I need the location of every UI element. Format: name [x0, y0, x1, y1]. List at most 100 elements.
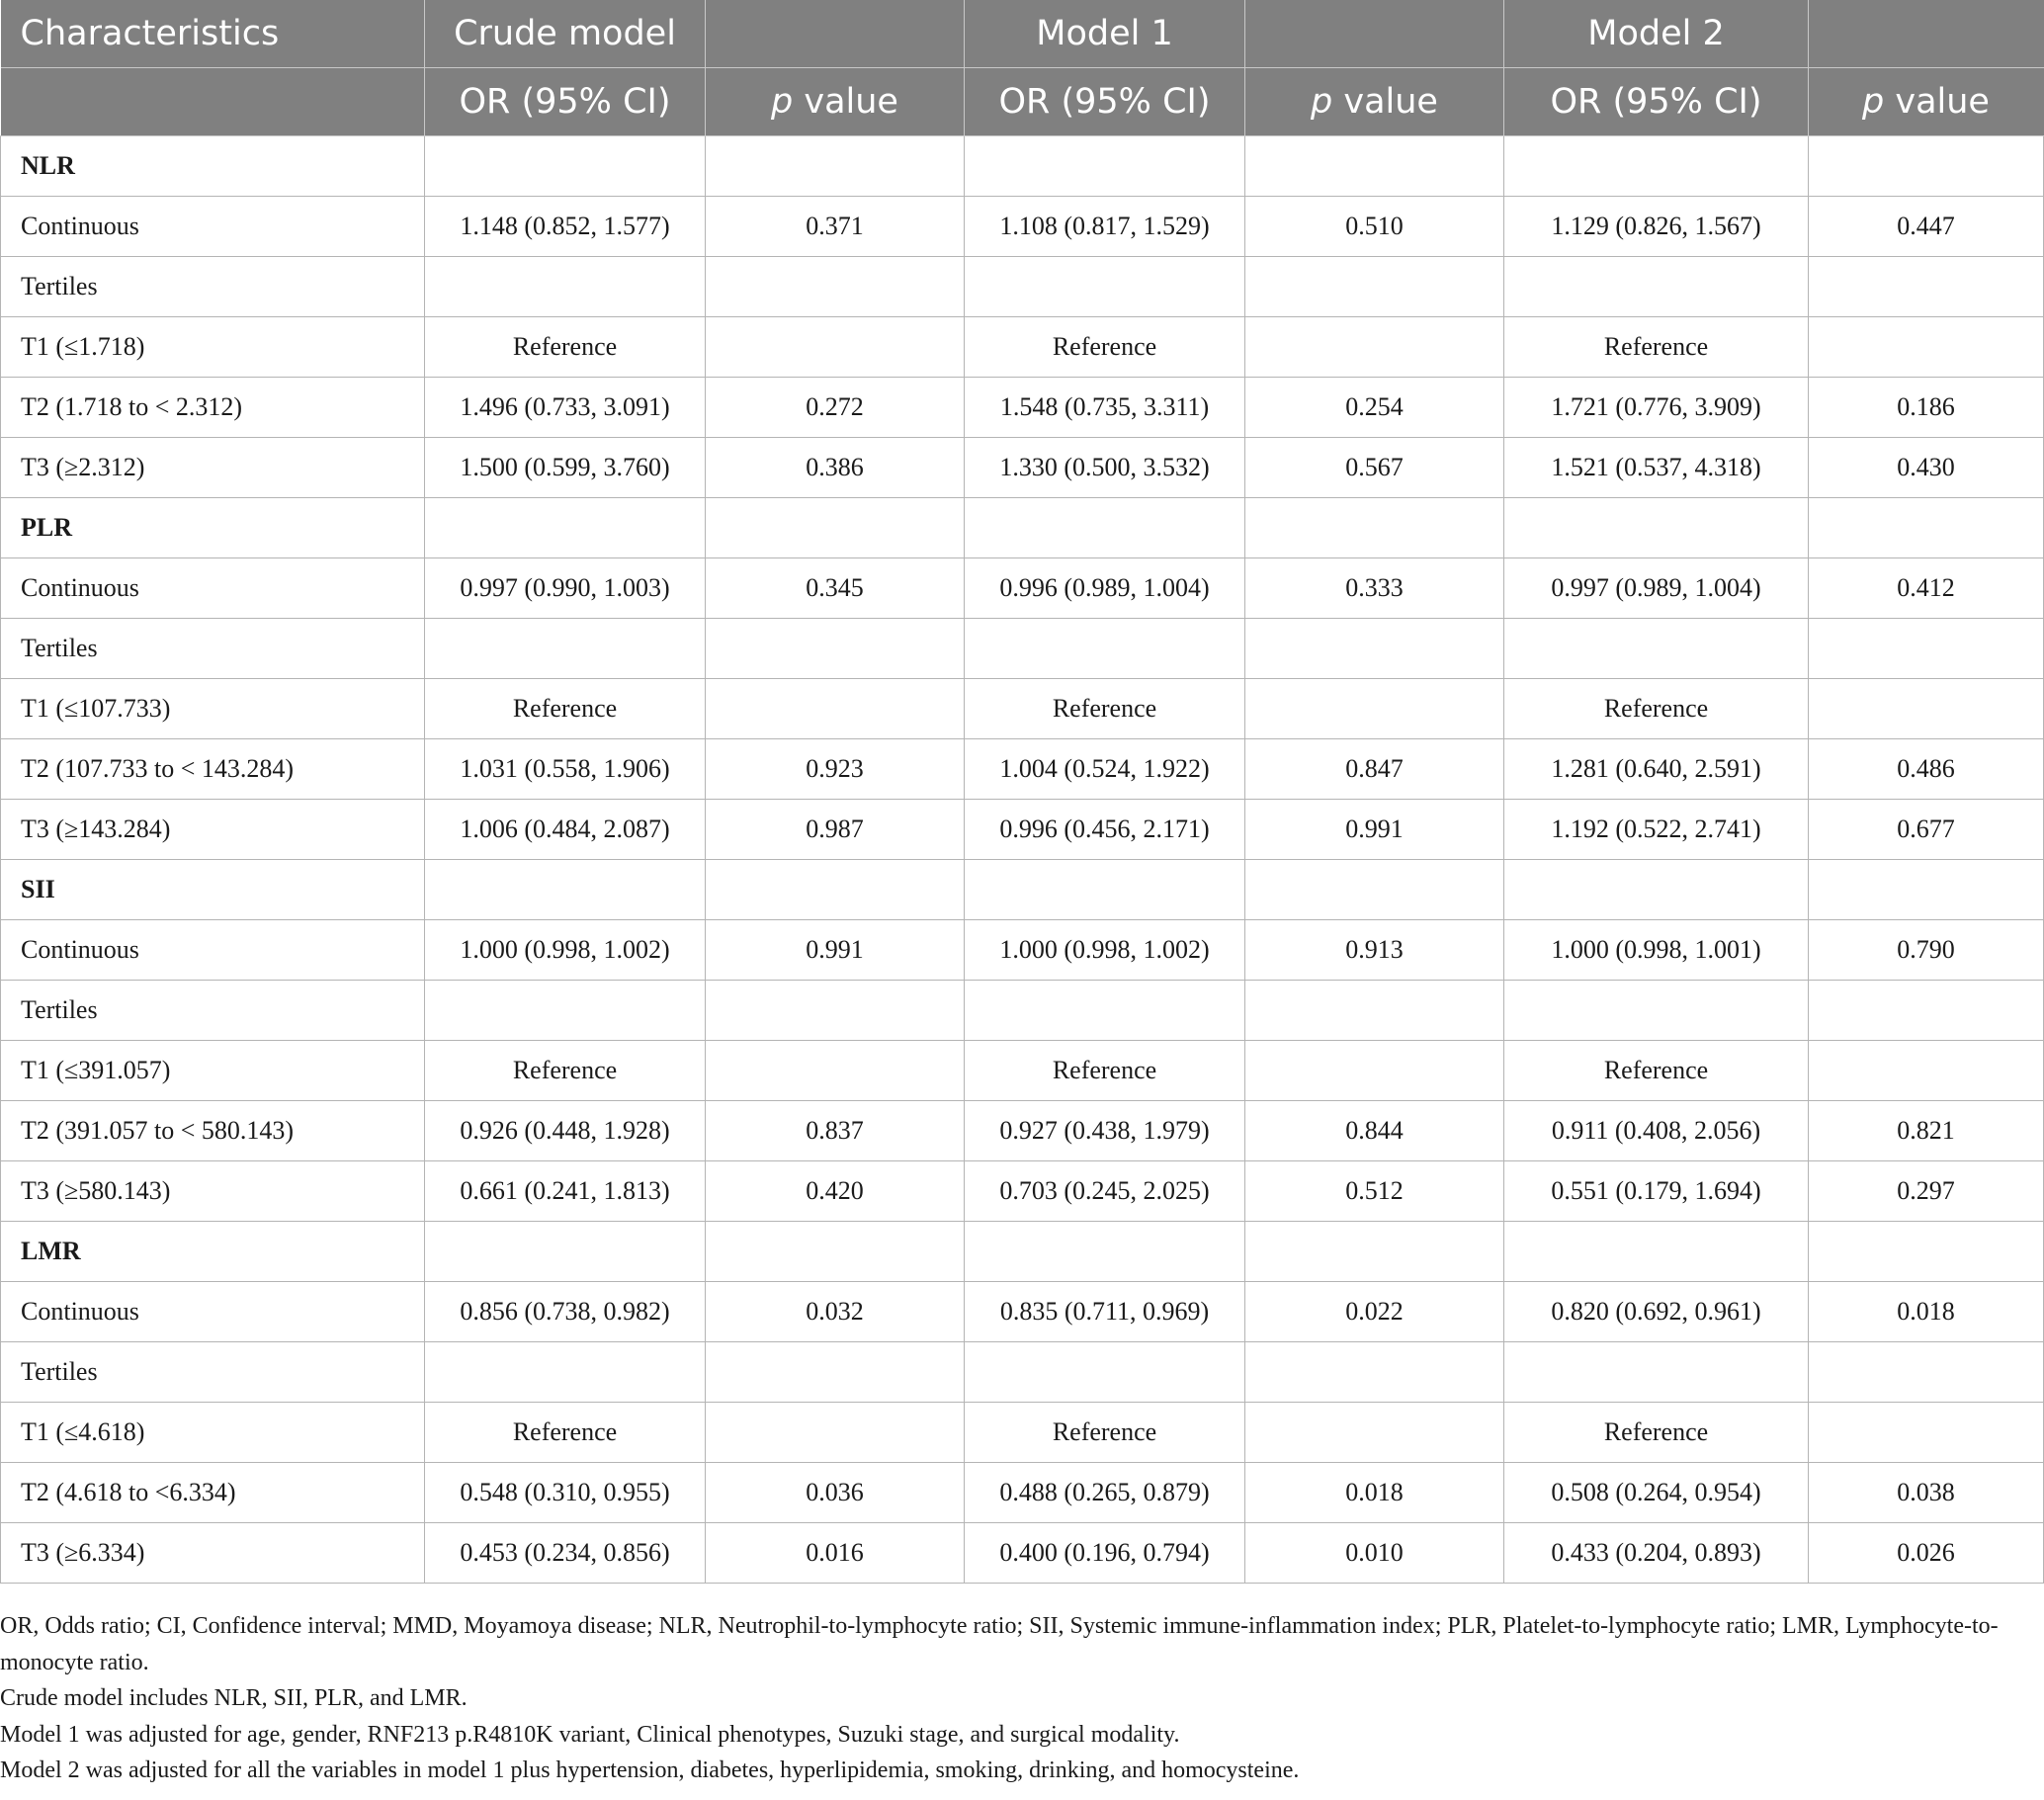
table-row: Continuous 0.997 (0.990, 1.003) 0.345 0.996…	[0, 557, 2044, 619]
cell-crude-or-ci: 1.031 (0.558, 1.906)	[424, 738, 706, 800]
table-row: T1 (≤107.733) Reference Reference Reference	[0, 678, 2044, 739]
row-label: T1 (≤1.718)	[0, 316, 425, 378]
cell-crude-or-ci	[424, 135, 706, 197]
cell-model2-p-value: 0.486	[1808, 738, 2044, 800]
group-header-row: SII	[0, 859, 2044, 920]
cell-model2-or-ci: 1.521 (0.537, 4.318)	[1503, 437, 1809, 498]
p-italic: p	[771, 82, 794, 122]
row-label: T1 (≤4.618)	[0, 1402, 425, 1463]
cell-crude-p-value: 0.386	[705, 437, 965, 498]
cell-crude-p-value: 0.991	[705, 919, 965, 981]
cell-model2-p-value	[1808, 859, 2044, 920]
cell-crude-or-ci: 1.000 (0.998, 1.002)	[424, 919, 706, 981]
cell-model2-p-value: 0.790	[1808, 919, 2044, 981]
cell-model2-p-value	[1808, 135, 2044, 197]
cell-crude-or-ci: 1.500 (0.599, 3.760)	[424, 437, 706, 498]
cell-crude-p-value	[705, 1040, 965, 1101]
group-label: PLR	[0, 497, 425, 558]
row-label: Tertiles	[0, 256, 425, 317]
cell-model1-p-value	[1244, 618, 1504, 679]
cell-model1-or-ci: 1.004 (0.524, 1.922)	[964, 738, 1245, 800]
cell-model1-p-value: 0.254	[1244, 377, 1504, 438]
odds-ratio-table: Characteristics Crude model Model 1 Mode…	[0, 0, 2044, 1584]
group-header-row: PLR	[0, 497, 2044, 558]
cell-model1-p-value: 0.844	[1244, 1100, 1504, 1161]
cell-model1-p-value: 0.512	[1244, 1160, 1504, 1222]
cell-crude-or-ci: 0.661 (0.241, 1.813)	[424, 1160, 706, 1222]
table-row: T1 (≤1.718) Reference Reference Reference	[0, 316, 2044, 378]
cell-crude-p-value	[705, 497, 965, 558]
cell-model1-or-ci: Reference	[964, 1040, 1245, 1101]
cell-model1-or-ci	[964, 859, 1245, 920]
p-italic: p	[1862, 82, 1885, 122]
cell-model2-p-value: 0.297	[1808, 1160, 2044, 1222]
group-label: SII	[0, 859, 425, 920]
cell-model1-or-ci: 1.548 (0.735, 3.311)	[964, 377, 1245, 438]
row-label: Tertiles	[0, 980, 425, 1041]
header-row-stats: OR (95% CI) p value OR (95% CI) p value …	[0, 67, 2044, 136]
cell-crude-p-value	[705, 859, 965, 920]
p-value-suffix: value	[1884, 82, 1990, 122]
cell-crude-or-ci: 0.453 (0.234, 0.856)	[424, 1522, 706, 1584]
footnote-line: Model 1 was adjusted for age, gender, RN…	[0, 1721, 1180, 1748]
row-label: T2 (391.057 to < 580.143)	[0, 1100, 425, 1161]
cell-model2-p-value: 0.038	[1808, 1462, 2044, 1523]
cell-model1-or-ci: 1.000 (0.998, 1.002)	[964, 919, 1245, 981]
cell-crude-p-value	[705, 618, 965, 679]
row-label: Continuous	[0, 919, 425, 981]
group-header-row: LMR	[0, 1221, 2044, 1282]
p-value-suffix: value	[1332, 82, 1438, 122]
cell-model2-or-ci	[1503, 497, 1809, 558]
cell-crude-or-ci: Reference	[424, 1040, 706, 1101]
cell-model1-p-value	[1244, 1341, 1504, 1403]
header-or-ci-model2: OR (95% CI)	[1503, 67, 1809, 136]
cell-model1-p-value: 0.010	[1244, 1522, 1504, 1584]
cell-crude-or-ci: 1.496 (0.733, 3.091)	[424, 377, 706, 438]
cell-model2-or-ci: 1.000 (0.998, 1.001)	[1503, 919, 1809, 981]
cell-model2-p-value: 0.412	[1808, 557, 2044, 619]
header-blank-0	[0, 67, 425, 136]
table-row: T3 (≥6.334) 0.453 (0.234, 0.856) 0.016 0.40…	[0, 1522, 2044, 1584]
row-label: T3 (≥2.312)	[0, 437, 425, 498]
cell-model2-or-ci	[1503, 256, 1809, 317]
cell-crude-or-ci	[424, 980, 706, 1041]
header-blank-3	[1808, 0, 2044, 68]
cell-crude-or-ci: 0.548 (0.310, 0.955)	[424, 1462, 706, 1523]
cell-crude-or-ci: 0.997 (0.990, 1.003)	[424, 557, 706, 619]
table-row: T2 (1.718 to < 2.312) 1.496 (0.733, 3.091…	[0, 377, 2044, 438]
table-row: T3 (≥580.143) 0.661 (0.241, 1.813) 0.420 0.…	[0, 1160, 2044, 1222]
cell-model2-or-ci	[1503, 980, 1809, 1041]
cell-model2-or-ci: 0.508 (0.264, 0.954)	[1503, 1462, 1809, 1523]
row-label: Continuous	[0, 196, 425, 257]
cell-model1-or-ci: 0.996 (0.456, 2.171)	[964, 799, 1245, 860]
footnote-line: OR, Odds ratio; CI, Confidence interval;…	[0, 1613, 1999, 1675]
cell-model2-p-value: 0.821	[1808, 1100, 2044, 1161]
header-characteristics: Characteristics	[0, 0, 425, 68]
cell-crude-p-value: 0.987	[705, 799, 965, 860]
header-or-ci-crude: OR (95% CI)	[424, 67, 706, 136]
table-body: NLR Continuous 1.148 (0.852, 1.577) 0.371 1.…	[0, 135, 2044, 1584]
cell-model1-or-ci: 1.108 (0.817, 1.529)	[964, 196, 1245, 257]
cell-model2-p-value	[1808, 316, 2044, 378]
cell-model1-or-ci	[964, 1221, 1245, 1282]
cell-model2-p-value	[1808, 497, 2044, 558]
cell-model1-p-value: 0.022	[1244, 1281, 1504, 1342]
cell-model1-or-ci	[964, 497, 1245, 558]
cell-model1-p-value: 0.333	[1244, 557, 1504, 619]
cell-model1-or-ci	[964, 135, 1245, 197]
cell-model2-or-ci: 0.997 (0.989, 1.004)	[1503, 557, 1809, 619]
cell-model2-or-ci	[1503, 1341, 1809, 1403]
row-label: Tertiles	[0, 1341, 425, 1403]
p-italic: p	[1311, 82, 1333, 122]
cell-model2-p-value	[1808, 1402, 2044, 1463]
table-row: T2 (391.057 to < 580.143) 0.926 (0.448, 1…	[0, 1100, 2044, 1161]
table-row: Tertiles	[0, 256, 2044, 317]
cell-model1-or-ci	[964, 618, 1245, 679]
table-row: Continuous 1.148 (0.852, 1.577) 0.371 1.108…	[0, 196, 2044, 257]
header-or-ci-model1: OR (95% CI)	[964, 67, 1245, 136]
cell-crude-or-ci	[424, 256, 706, 317]
table-row: T2 (4.618 to <6.334) 0.548 (0.310, 0.955)…	[0, 1462, 2044, 1523]
cell-crude-or-ci: Reference	[424, 316, 706, 378]
cell-crude-p-value: 0.272	[705, 377, 965, 438]
cell-model2-or-ci: 1.129 (0.826, 1.567)	[1503, 196, 1809, 257]
